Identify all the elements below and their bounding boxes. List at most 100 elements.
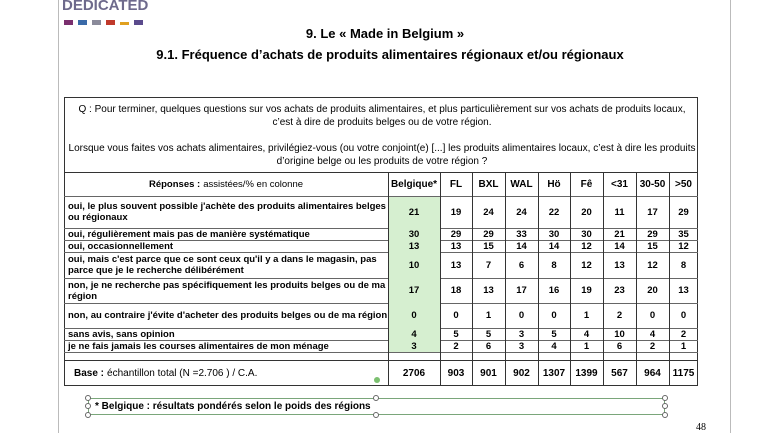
value-cell: 4: [551, 340, 557, 352]
column-header: Réponses : assistées/% en colonne: [64, 172, 388, 196]
row-label: non, au contraire j'évite d'acheter des …: [68, 310, 388, 321]
col-rule: [472, 172, 473, 386]
handle: [662, 395, 668, 401]
value-cell: 29: [647, 228, 658, 240]
value-cell: 11: [614, 206, 625, 218]
value-cell: 3: [518, 328, 525, 340]
column-header: BXL: [478, 178, 499, 190]
rule: [64, 172, 698, 173]
col-rule: [440, 172, 441, 386]
column-header: 30-50: [639, 178, 666, 190]
base-value: 902: [513, 367, 530, 379]
table-frame: [64, 97, 698, 386]
row-label: oui, occasionnellement: [68, 240, 174, 252]
value-cell: 15: [647, 240, 658, 252]
base-value: 964: [644, 367, 661, 379]
value-cell: 6: [518, 259, 525, 271]
value-cell: 5: [485, 328, 492, 340]
col-rule: [538, 172, 539, 386]
value-cell: 21: [614, 228, 625, 240]
value-cell: 1: [583, 310, 590, 321]
row-label: sans avis, sans opinion: [68, 328, 175, 340]
column-header: WAL: [510, 178, 533, 190]
value-cell: 14: [614, 240, 625, 252]
col-rule: [636, 172, 637, 386]
row-label: oui, le plus souvent possible j'achète d…: [68, 201, 386, 223]
value-cell: 13: [678, 285, 689, 296]
value-cell: 4: [649, 328, 656, 340]
column-header: Hö: [547, 178, 561, 190]
value-cell: 24: [516, 206, 527, 218]
value-cell: 17: [408, 285, 420, 296]
row-label: non, je ne recherche pas spécifiquement …: [68, 279, 386, 302]
value-cell: 19: [581, 285, 592, 296]
rule: [64, 196, 698, 197]
column-header: FL: [449, 178, 463, 190]
rule: [64, 278, 698, 279]
base-value: 1307: [542, 367, 566, 379]
value-cell: 6: [616, 340, 623, 352]
value-cell: 15: [483, 240, 494, 252]
value-cell: 13: [408, 240, 420, 252]
question: Lorsque vous faites vos achats alimentai…: [68, 143, 696, 167]
value-cell: 35: [678, 228, 689, 240]
base-value: 1399: [575, 367, 598, 379]
rule: [64, 340, 698, 341]
value-cell: 1: [680, 340, 687, 352]
value-cell: 5: [551, 328, 557, 340]
value-cell: 12: [678, 240, 689, 252]
slide-edge: [58, 0, 59, 433]
subtitle: 9.1. Fréquence d’achats de produits alim…: [156, 47, 624, 62]
base-value: 903: [447, 367, 465, 379]
title: 9. Le « Made in Belgium »: [305, 26, 465, 41]
value-cell: 2: [649, 340, 656, 352]
row-label: oui, régulièrement mais pas de manière s…: [68, 228, 310, 240]
value-cell: 2: [616, 310, 623, 321]
rule: [64, 303, 698, 304]
value-cell: 17: [647, 206, 658, 218]
value-cell: 1: [583, 340, 590, 352]
logo-marks: [64, 20, 143, 25]
col-rule: [669, 172, 670, 386]
value-cell: 13: [483, 285, 494, 296]
value-cell: 12: [581, 240, 592, 252]
base-value: 1175: [672, 367, 695, 379]
value-cell: 0: [411, 310, 417, 321]
page-number: 48: [696, 422, 706, 433]
value-cell: 6: [485, 340, 492, 352]
base-value: 567: [611, 367, 628, 379]
col-rule: [570, 172, 571, 386]
rule: [64, 252, 698, 253]
handle: [373, 412, 379, 418]
value-cell: 10: [408, 259, 420, 271]
handle: [85, 412, 91, 418]
question: Q : Pour terminer, quelques questions su…: [78, 104, 686, 128]
column-header: Belgique*: [390, 178, 438, 190]
value-cell: 19: [450, 206, 462, 218]
value-cell: 7: [485, 259, 492, 271]
base-label: Base : échantillon total (N =2.706 ) / C.…: [64, 360, 388, 386]
rule: [64, 328, 698, 329]
value-cell: 3: [411, 340, 417, 352]
highlight: [389, 197, 440, 352]
rule: [64, 352, 698, 353]
row-label: je ne fais jamais les courses alimentair…: [68, 340, 329, 352]
handle: [85, 403, 91, 409]
value-cell: 24: [483, 206, 494, 218]
value-cell: 13: [450, 259, 462, 271]
handle: [373, 395, 379, 401]
handle: [662, 403, 668, 409]
base-note: échantillon total (N =2.706 ) / C.A.: [107, 367, 258, 379]
value-cell: 29: [450, 228, 462, 240]
value-cell: 20: [647, 285, 658, 296]
rule: [64, 228, 698, 229]
value-cell: 2: [453, 340, 459, 352]
value-cell: 14: [516, 240, 527, 252]
value-cell: 0: [680, 310, 687, 321]
value-cell: 4: [411, 328, 417, 340]
handle: [662, 412, 668, 418]
value-cell: 18: [450, 285, 462, 296]
value-cell: 2: [680, 328, 687, 340]
value-cell: 22: [548, 206, 560, 218]
